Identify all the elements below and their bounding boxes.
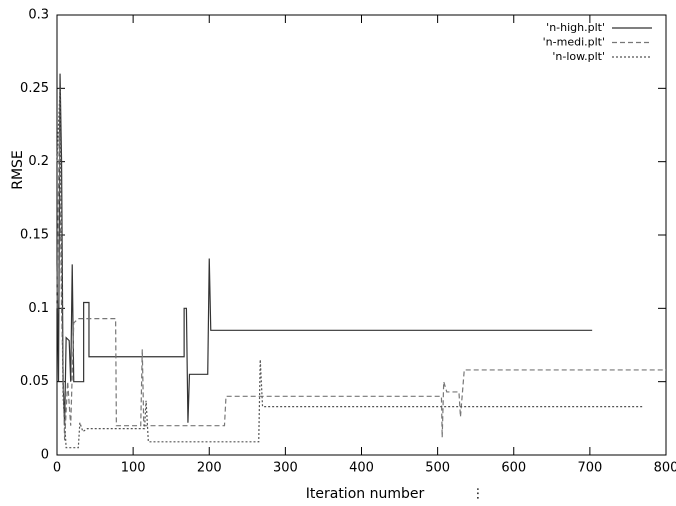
data-line xyxy=(56,73,593,426)
data-line xyxy=(56,132,666,441)
y-tick-label: 0.05 xyxy=(20,374,49,389)
x-axis-label: Iteration number xyxy=(306,486,425,502)
legend-label: 'n-low.plt' xyxy=(552,50,605,63)
y-tick-label: 0.15 xyxy=(20,228,49,243)
x-tick-label: 200 xyxy=(197,461,222,476)
x-tick-label: 0 xyxy=(53,461,61,476)
plot-frame xyxy=(56,14,667,456)
annotation: ⋮ xyxy=(472,487,485,502)
x-tick-label: 500 xyxy=(425,461,450,476)
y-tick-label: 0.3 xyxy=(28,8,49,23)
x-tick-label: 300 xyxy=(273,461,298,476)
y-tick-label: 0.25 xyxy=(20,81,49,96)
y-tick-label: 0.2 xyxy=(28,154,49,169)
y-tick-label: 0.1 xyxy=(28,301,49,316)
x-tick-label: 600 xyxy=(501,461,526,476)
legend-label: 'n-high.plt' xyxy=(546,21,605,34)
x-tick-label: 700 xyxy=(577,461,602,476)
x-tick-label: 100 xyxy=(121,461,146,476)
data-line xyxy=(56,88,644,449)
x-tick-label: 800 xyxy=(654,461,676,476)
y-axis-label: RMSE xyxy=(10,150,26,190)
y-tick-label: 0 xyxy=(41,448,49,463)
x-tick-label: 400 xyxy=(349,461,374,476)
legend-label: 'n-medi.plt' xyxy=(543,36,605,49)
